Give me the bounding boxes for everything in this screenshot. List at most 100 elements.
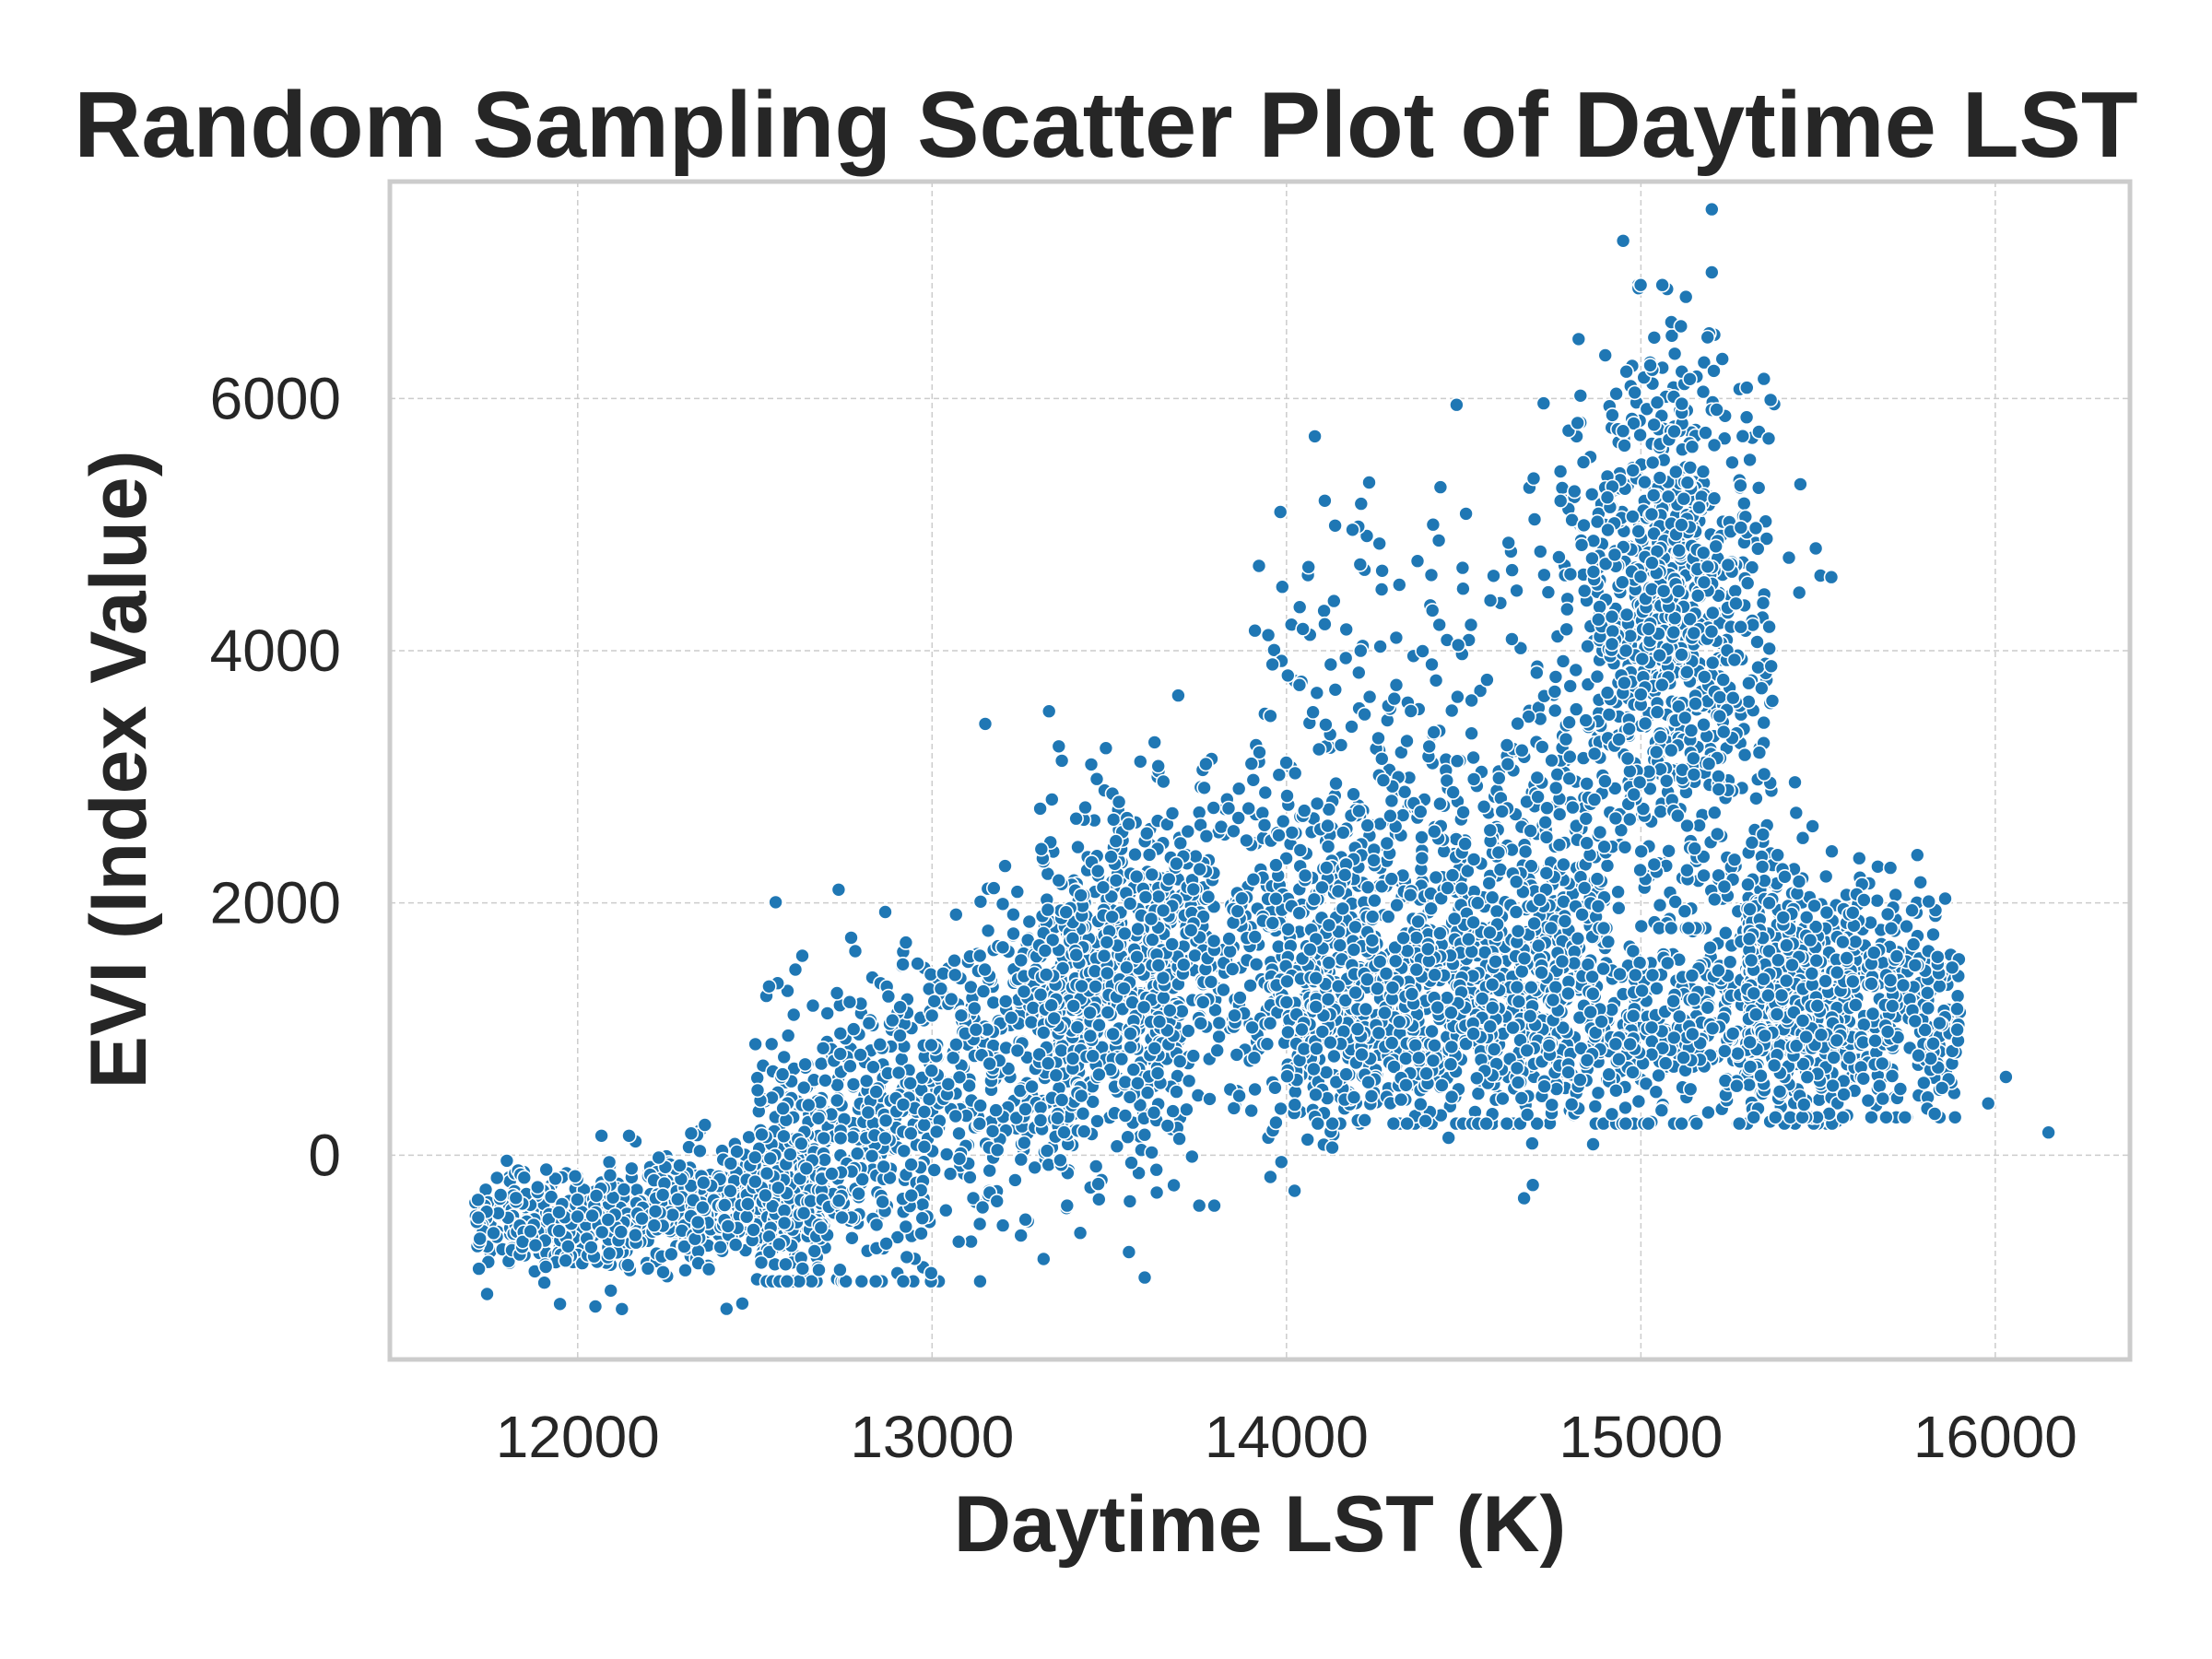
data-point	[971, 947, 988, 964]
data-point	[1485, 1000, 1500, 1016]
data-point	[1661, 842, 1677, 859]
data-point	[1287, 1182, 1302, 1199]
data-point	[1465, 852, 1482, 867]
data-point	[1666, 1030, 1682, 1046]
data-point	[950, 1233, 967, 1250]
data-point	[1385, 1115, 1402, 1132]
data-point	[1206, 1197, 1222, 1214]
data-point	[1432, 795, 1448, 812]
data-point	[1585, 1136, 1601, 1152]
data-point	[947, 952, 962, 969]
data-point	[1161, 871, 1177, 888]
data-point	[470, 1192, 486, 1208]
data-point	[700, 1261, 717, 1277]
data-point	[899, 1249, 915, 1265]
data-point	[1377, 1005, 1393, 1021]
data-point	[1592, 824, 1608, 841]
data-point	[1526, 915, 1542, 932]
data-point	[1538, 865, 1555, 881]
data-point	[1511, 994, 1527, 1009]
data-point	[878, 1236, 894, 1252]
data-point	[989, 1194, 1005, 1209]
data-point	[1166, 1177, 1182, 1194]
data-point	[1404, 986, 1420, 1002]
data-point	[663, 1246, 679, 1263]
data-point	[1239, 832, 1254, 849]
data-point	[1590, 1085, 1606, 1101]
data-point	[876, 1159, 892, 1175]
data-point	[988, 1102, 1004, 1118]
data-point	[1023, 1014, 1040, 1030]
data-point	[1098, 740, 1114, 757]
data-point	[1455, 804, 1471, 820]
data-point	[1628, 967, 1643, 983]
data-point	[1722, 954, 1738, 970]
data-point	[1534, 964, 1549, 981]
data-point	[1104, 909, 1120, 925]
data-point	[1427, 1038, 1442, 1053]
data-point	[1036, 1251, 1052, 1267]
data-point	[1051, 872, 1067, 888]
data-point	[1595, 960, 1611, 977]
data-point	[1718, 924, 1734, 941]
data-point	[1192, 861, 1207, 877]
data-point	[780, 1028, 796, 1043]
data-point	[470, 1209, 487, 1226]
data-point	[1354, 1046, 1370, 1063]
data-point	[1552, 464, 1569, 479]
data-point	[1129, 949, 1145, 965]
data-point	[594, 1128, 609, 1144]
data-point	[1196, 780, 1212, 796]
data-point	[938, 1147, 955, 1162]
data-point	[830, 881, 847, 898]
data-point	[916, 1104, 933, 1120]
data-point	[1323, 1034, 1338, 1051]
data-point	[1481, 875, 1497, 891]
data-point	[1633, 918, 1650, 935]
data-point	[1383, 1035, 1400, 1051]
data-point	[1323, 656, 1339, 673]
data-point	[1016, 983, 1032, 1000]
data-point	[1321, 955, 1337, 971]
data-point	[1013, 1228, 1029, 1243]
data-point	[1544, 1097, 1560, 1113]
data-point	[1726, 852, 1743, 868]
data-point	[1169, 1084, 1184, 1100]
data-point	[1141, 847, 1158, 863]
data-point	[947, 967, 963, 983]
data-point	[1306, 1061, 1322, 1077]
data-point	[867, 1273, 884, 1289]
data-point	[692, 1143, 708, 1159]
data-point	[538, 1161, 555, 1178]
data-point	[1248, 957, 1265, 972]
data-point	[1646, 329, 1663, 346]
data-point	[1465, 749, 1481, 766]
data-point	[1499, 1115, 1515, 1132]
data-point	[1644, 967, 1661, 983]
data-point	[853, 1047, 868, 1063]
data-point	[967, 1000, 982, 1017]
data-point	[1531, 937, 1547, 954]
data-point	[1244, 1019, 1260, 1036]
data-point	[1387, 953, 1404, 970]
data-point	[1038, 967, 1054, 982]
data-point	[1453, 880, 1470, 897]
data-point	[1088, 1159, 1104, 1174]
data-point	[1371, 1025, 1387, 1041]
data-point	[1411, 1050, 1427, 1066]
data-point	[1111, 794, 1127, 810]
data-point	[1432, 925, 1448, 941]
data-point	[1364, 909, 1381, 924]
chart-title: Random Sampling Scatter Plot of Daytime …	[74, 74, 2137, 177]
data-point	[926, 994, 943, 1009]
data-point	[1366, 853, 1382, 868]
data-point	[1185, 881, 1202, 898]
data-point	[1760, 430, 1777, 447]
data-point	[1117, 1108, 1134, 1124]
data-point	[832, 1262, 848, 1277]
data-point	[761, 979, 777, 994]
data-point	[1193, 1016, 1209, 1031]
data-point	[486, 1225, 501, 1241]
data-point	[1685, 1026, 1700, 1042]
